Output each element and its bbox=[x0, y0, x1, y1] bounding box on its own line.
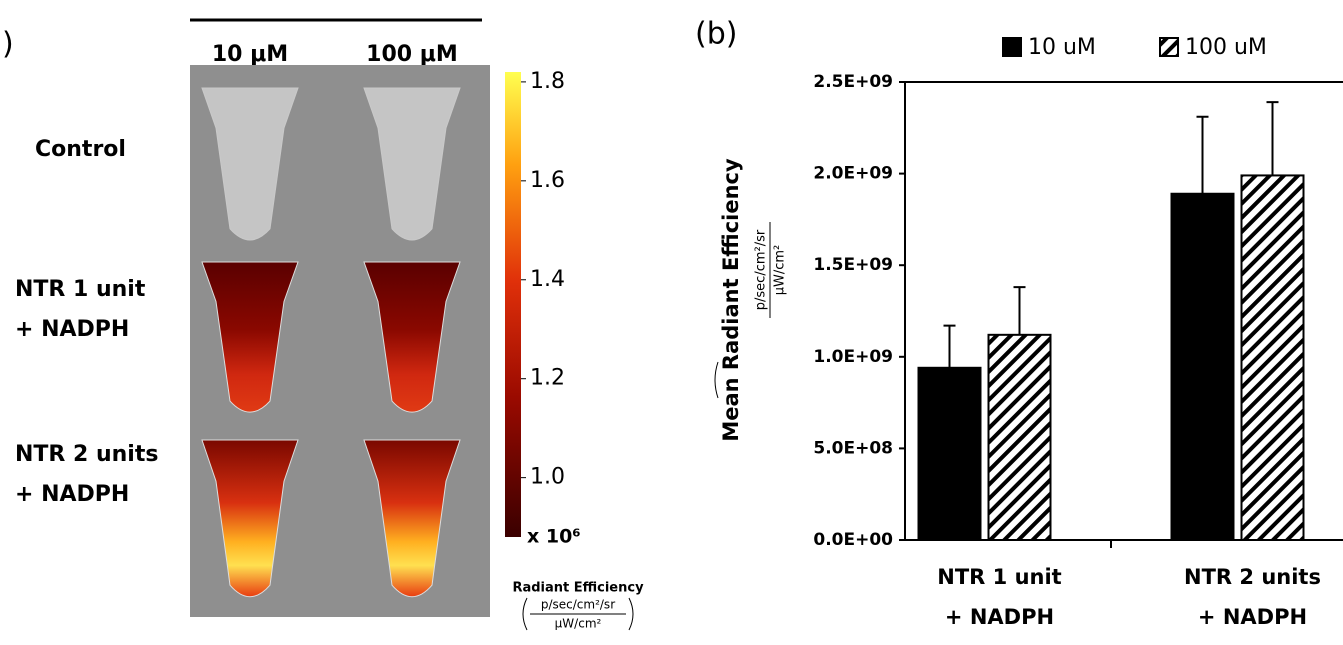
tube bbox=[363, 261, 461, 413]
x-tick-label: NTR 2 units + NADPH bbox=[1184, 565, 1321, 629]
colorbar-tick-label: 1.2 bbox=[530, 366, 565, 391]
error-bar bbox=[1266, 101, 1279, 176]
colorbar bbox=[505, 72, 521, 537]
column-header: 100 μM bbox=[366, 42, 458, 67]
bar bbox=[1170, 192, 1235, 541]
tube bbox=[363, 87, 461, 241]
panel-a: ) 10 μM 100 μM Control NTR 1 unit + NADP… bbox=[2, 18, 644, 631]
y-tick-label: 5.0E+08 bbox=[813, 438, 893, 458]
tube bbox=[201, 439, 299, 598]
row-label: NTR 1 unit bbox=[15, 277, 146, 302]
error-bar bbox=[1013, 286, 1026, 335]
colorbar-tick-label: 1.0 bbox=[530, 465, 565, 490]
tube bbox=[201, 261, 299, 413]
row-label: NTR 2 units bbox=[15, 442, 158, 467]
y-axis-label: Mean Radiant Efficiency bbox=[719, 158, 743, 442]
column-header: 10 μM bbox=[212, 42, 288, 67]
x-tick-label-line: NTR 1 unit bbox=[937, 565, 1061, 589]
y-tick-label: 0.0E+00 bbox=[813, 530, 893, 550]
legend-swatch bbox=[1159, 37, 1179, 57]
legend-label: 10 uM bbox=[1028, 35, 1096, 60]
colorbar-unit: p/sec/cm²/sr bbox=[541, 598, 615, 612]
x-tick-label: NTR 1 unit + NADPH bbox=[937, 565, 1061, 629]
error-bar bbox=[1196, 115, 1209, 194]
bar bbox=[917, 366, 982, 541]
colorbar-tick-label: 1.8 bbox=[530, 69, 565, 94]
x-tick-label-line: NTR 2 units bbox=[1184, 565, 1321, 589]
tube bbox=[201, 87, 299, 241]
tube bbox=[363, 439, 461, 598]
legend-swatch bbox=[1002, 37, 1022, 57]
x-tick-label-line: + NADPH bbox=[1198, 605, 1307, 629]
y-unit-numerator: p/sec/cm²/sr bbox=[754, 229, 769, 310]
row-label: Control bbox=[35, 137, 126, 162]
colorbar-tick-label: 1.4 bbox=[530, 267, 565, 292]
bar bbox=[987, 333, 1052, 542]
colorbar-tick-label: 1.6 bbox=[530, 168, 565, 193]
paren bbox=[522, 597, 634, 631]
colorbar-title: Radiant Efficiency bbox=[512, 581, 644, 596]
colorbar-multiplier: x 10⁶ bbox=[527, 526, 581, 548]
row-label: + NADPH bbox=[15, 317, 129, 342]
paren bbox=[714, 361, 719, 399]
y-tick-label: 2.0E+09 bbox=[813, 164, 893, 184]
y-tick-label: 2.5E+09 bbox=[813, 72, 893, 92]
bar bbox=[1240, 174, 1305, 541]
panel-label: ) bbox=[2, 27, 14, 62]
panel-b: (b) Mean Radiant Efficiency p/sec/cm²/sr… bbox=[695, 17, 788, 442]
tubes bbox=[201, 87, 461, 598]
panel-label: (b) bbox=[695, 17, 737, 52]
legend-label: 100 uM bbox=[1185, 35, 1267, 60]
y-tick-label: 1.5E+09 bbox=[813, 255, 893, 275]
y-tick-label: 1.0E+09 bbox=[813, 347, 893, 367]
y-unit-denominator: μW/cm² bbox=[773, 245, 788, 296]
error-bar bbox=[943, 324, 956, 368]
x-tick-label-line: + NADPH bbox=[945, 605, 1054, 629]
y-axis-unit: p/sec/cm²/sr μW/cm² bbox=[714, 222, 788, 399]
colorbar-unit: μW/cm² bbox=[555, 617, 602, 631]
row-label: + NADPH bbox=[15, 482, 129, 507]
